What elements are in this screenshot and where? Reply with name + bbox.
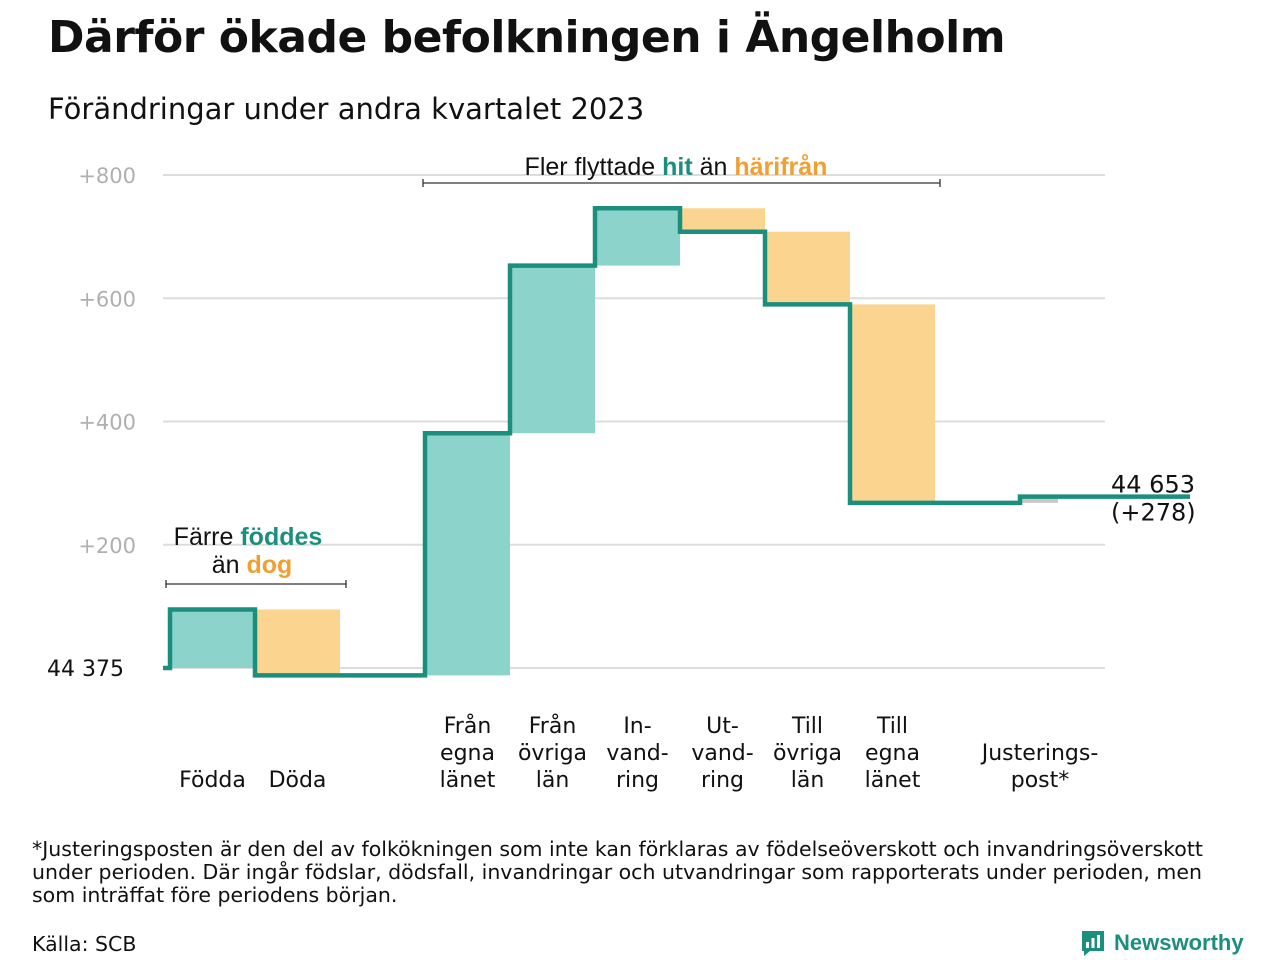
migration-annotation-part: Fler flyttade [525,153,663,181]
category-label-utvandring: vand- [691,741,753,766]
births-annotation-line2-part: dog [246,551,292,579]
end-value-label: 44 653 [1111,471,1195,499]
source-label: Källa: SCB [32,932,137,956]
footnote: *Justeringsposten är den del av folkökni… [32,837,1203,907]
bar-fodda [170,609,255,668]
category-label-invandring: ring [616,768,659,793]
category-label-fran-ovriga-lan: län [536,768,570,793]
category-label-till-ovriga-lan: övriga [773,741,842,766]
category-label-utvandring: Ut- [706,714,739,739]
category-label-fran-egna-lanet: egna [440,741,495,766]
bar-till-ovriga-lan [765,231,850,305]
y-tick-label: +200 [78,534,136,558]
category-label-till-egna-lanet: Till [876,714,908,739]
y-tick-label: +800 [78,164,136,188]
bar-justeringspost [1022,496,1058,503]
bar-fran-egna-lanet [425,433,510,676]
category-label-invandring: In- [623,714,651,739]
category-label-till-ovriga-lan: Till [791,714,823,739]
chart-subtitle: Förändringar under andra kvartalet 2023 [48,92,645,126]
births-annotation-line2-part: än [212,551,247,579]
brand[interactable]: Newsworthy [1080,928,1244,958]
category-label-till-ovriga-lan: län [791,768,825,793]
chart-title: Därför ökade befolkningen i Ängelholm [48,12,1006,63]
category-label-invandring: vand- [606,741,668,766]
category-label-till-egna-lanet: egna [865,741,920,766]
y-tick-label: +400 [78,411,136,435]
category-label-till-egna-lanet: länet [865,768,921,793]
bar-utvandring [680,208,765,232]
migration-annotation-part: än [693,153,735,181]
start-value-label: 44 375 [47,657,124,682]
bar-doda [255,609,340,676]
births-annotation-line1: Färre föddes [174,523,323,551]
bar-fran-ovriga-lan [510,265,595,434]
migration-annotation-part: hit [662,153,693,181]
bar-till-egna-lanet [850,304,935,503]
bar-invandring [595,208,680,266]
births-annotation-line2: än dog [212,551,293,579]
migration-annotation: Fler flyttade hit än härifrån [525,153,828,181]
category-label-justeringspost: post* [1011,768,1070,793]
category-label-utvandring: ring [701,768,744,793]
births-annotation-line1-part: Färre [174,523,241,551]
migration-annotation-part: härifrån [734,153,827,181]
category-label-fran-egna-lanet: Från [444,713,492,739]
category-label-justeringspost: Justerings- [980,741,1099,766]
end-change-label: (+278) [1111,499,1196,527]
brand-name: Newsworthy [1114,930,1244,955]
category-label-fran-ovriga-lan: Från [529,713,577,739]
category-label-fran-ovriga-lan: övriga [518,741,587,766]
newsworthy-logo-icon [1082,931,1104,956]
cumulative-step-line [163,206,1190,678]
category-label-doda: Döda [269,768,327,793]
category-label-fodda: Födda [179,768,246,793]
category-label-fran-egna-lanet: länet [440,768,496,793]
births-annotation-line1-part: föddes [240,523,322,551]
y-tick-label: +600 [78,287,136,311]
